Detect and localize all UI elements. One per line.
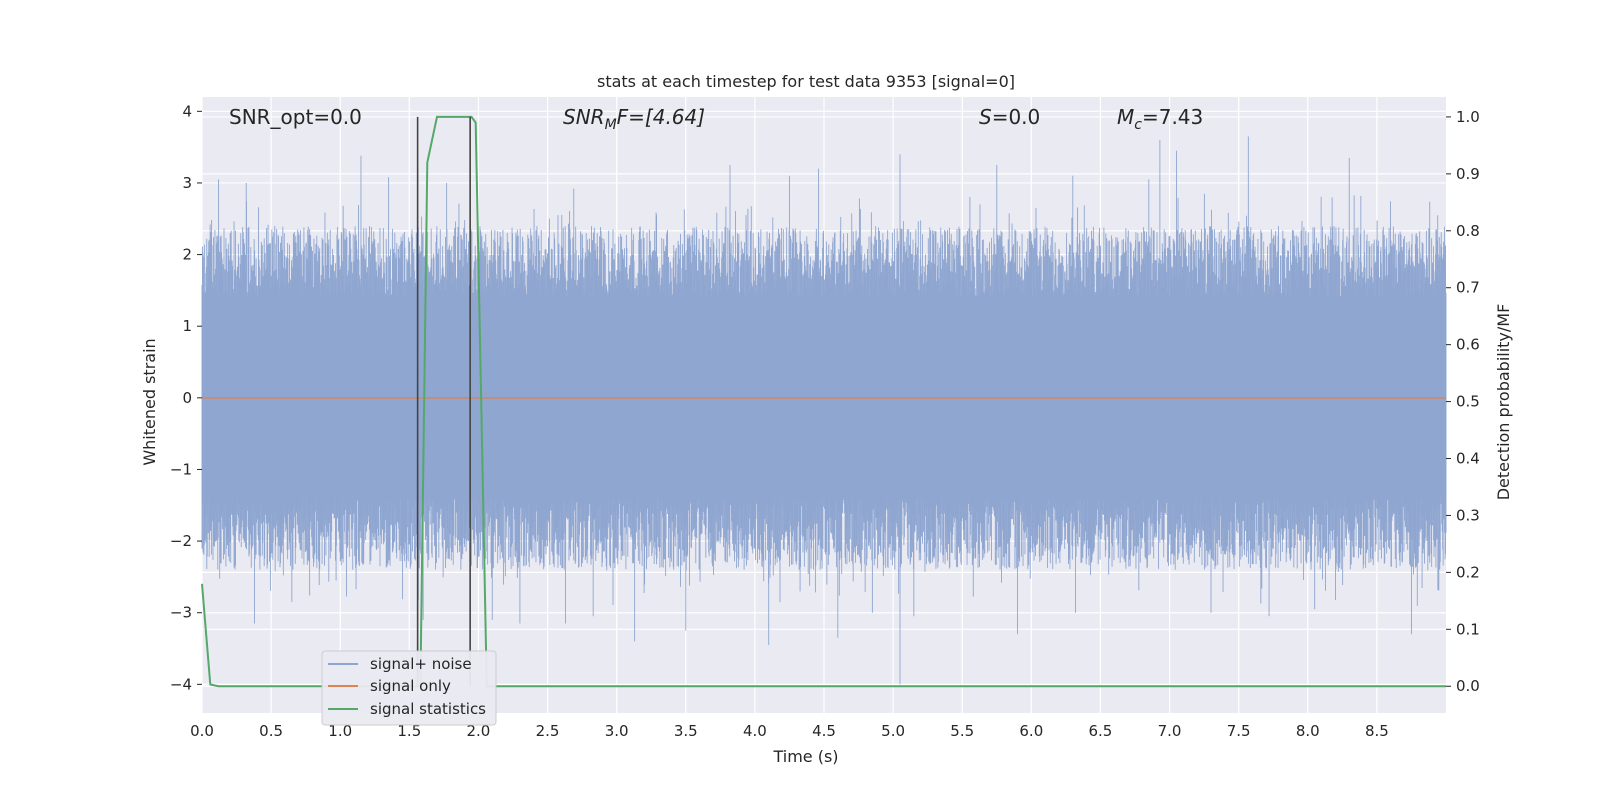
y-axis-right-label: Detection probability/MF (1494, 304, 1513, 501)
x-tick-label: 2.0 (467, 722, 491, 740)
y-right-tick-label: 0.6 (1456, 336, 1480, 354)
annotation-s: S=0.0 (979, 105, 1040, 129)
y-right-tick-label: 0.4 (1456, 450, 1480, 468)
y-right-tick-label: 0.3 (1456, 506, 1480, 524)
series-lines (201, 115, 1446, 688)
x-tick-label: 1.5 (397, 722, 421, 740)
legend: signal+ noise signal only signal statist… (321, 650, 497, 726)
x-tick-label: 4.0 (743, 722, 767, 740)
y-tick-label: 2 (182, 246, 192, 264)
y-tick-label: −1 (170, 460, 192, 478)
x-tick-label: 4.5 (812, 722, 836, 740)
legend-label-signal-statistics: signal statistics (370, 700, 486, 718)
x-tick-label: 1.0 (328, 722, 352, 740)
x-tick-label: 3.0 (605, 722, 629, 740)
annotation-snr-mf-suffix-f: F=[4.64] (617, 105, 705, 129)
y-right-tick-label: 0.1 (1456, 620, 1480, 638)
x-tick-label: 0.0 (190, 722, 214, 740)
annotation-mc: Mc=7.43 (1117, 105, 1203, 133)
x-tick-label: 8.0 (1296, 722, 1320, 740)
x-axis-label: Time (s) (772, 747, 838, 766)
x-tick-label: 7.5 (1227, 722, 1251, 740)
y-right-tick-label: 0.2 (1456, 563, 1480, 581)
legend-box (321, 650, 497, 726)
x-tick-label: 7.0 (1158, 722, 1182, 740)
axes: 0.0 0.5 1.0 1.5 2.0 2.5 3.0 3.5 4.0 4.5 5.0 5.5 6.0 6… (170, 102, 1480, 740)
annotation-snr-mf: SNRMF=[4.64] (563, 105, 705, 133)
y-right-tick-label: 0.7 (1456, 279, 1480, 297)
y-tick-label: 3 (182, 174, 192, 192)
vertical-markers (416, 116, 471, 687)
series-signal-statistics-line (201, 115, 1446, 688)
y-tick-label: 0 (182, 389, 192, 407)
x-tick-label: 5.0 (881, 722, 905, 740)
annotation-mc-value: =7.43 (1142, 105, 1203, 129)
annotation-s-symbol: S (979, 105, 992, 129)
x-tick-label: 5.5 (950, 722, 974, 740)
y-right-tick-label: 0.0 (1456, 677, 1480, 695)
annotation-snr-mf-sub: M (605, 117, 617, 133)
x-tick-label: 6.5 (1089, 722, 1113, 740)
y-right-tick-label: 1.0 (1456, 108, 1480, 126)
x-tick-label: 6.0 (1019, 722, 1043, 740)
annotation-snr-mf-prefix: SNR (563, 105, 605, 129)
y-tick-label: −4 (170, 675, 192, 693)
y-tick-label: 1 (182, 317, 192, 335)
x-tick-label: 2.5 (536, 722, 560, 740)
y-tick-label: −3 (170, 604, 192, 622)
legend-label-signal-only: signal only (370, 677, 451, 695)
y-axis-label: Whitened strain (140, 338, 159, 465)
y-right-tick-label: 0.5 (1456, 393, 1480, 411)
annotation-s-value: =0.0 (992, 105, 1041, 129)
y-right-tick-label: 0.8 (1456, 222, 1480, 240)
chart-title: stats at each timestep for test data 935… (597, 72, 1015, 91)
annotation-mc-symbol: M (1117, 105, 1134, 129)
x-tick-label: 8.5 (1365, 722, 1389, 740)
legend-label-signal-noise: signal+ noise (370, 655, 472, 673)
x-tick-label: 0.5 (259, 722, 283, 740)
x-tick-label: 3.5 (674, 722, 698, 740)
y-tick-label: 4 (182, 102, 192, 120)
annotation-snr-opt: SNR_opt=0.0 (229, 105, 362, 129)
annotation-mc-sub: c (1134, 117, 1142, 133)
y-right-tick-label: 0.9 (1456, 165, 1480, 183)
y-tick-label: −2 (170, 532, 192, 550)
